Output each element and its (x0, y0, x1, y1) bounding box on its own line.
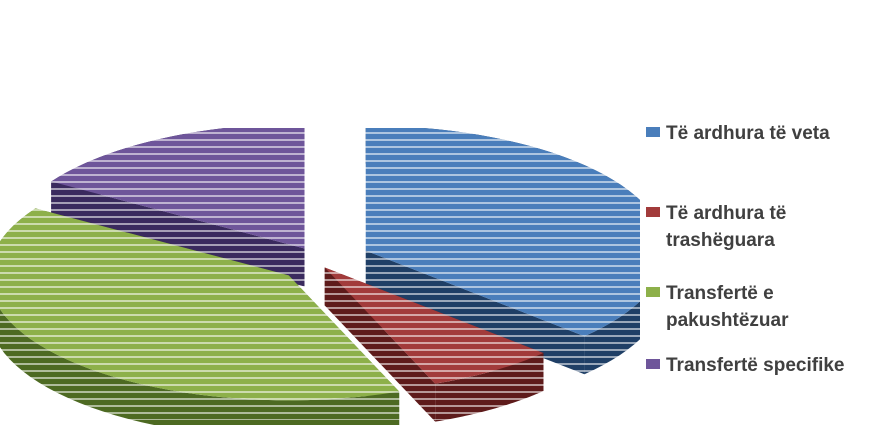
legend-swatch-0 (646, 127, 660, 137)
legend-swatch-1 (646, 207, 660, 217)
legend-item-2: Transfertë e pakushtëzuar (646, 280, 876, 334)
legend-label-2: Transfertë e pakushtëzuar (666, 283, 789, 331)
legend-label-1: Të ardhura të trashëguara (666, 203, 787, 251)
legend-swatch-2 (646, 287, 660, 297)
legend-item-1: Të ardhura të trashëguara (646, 200, 876, 254)
legend-swatch-3 (646, 359, 660, 369)
legend-item-3: Transfertë specifike (646, 352, 876, 379)
legend-label-3: Transfertë specifike (666, 355, 845, 376)
legend-label-0: Të ardhura të veta (666, 123, 830, 144)
legend-item-0: Të ardhura të veta (646, 120, 876, 147)
